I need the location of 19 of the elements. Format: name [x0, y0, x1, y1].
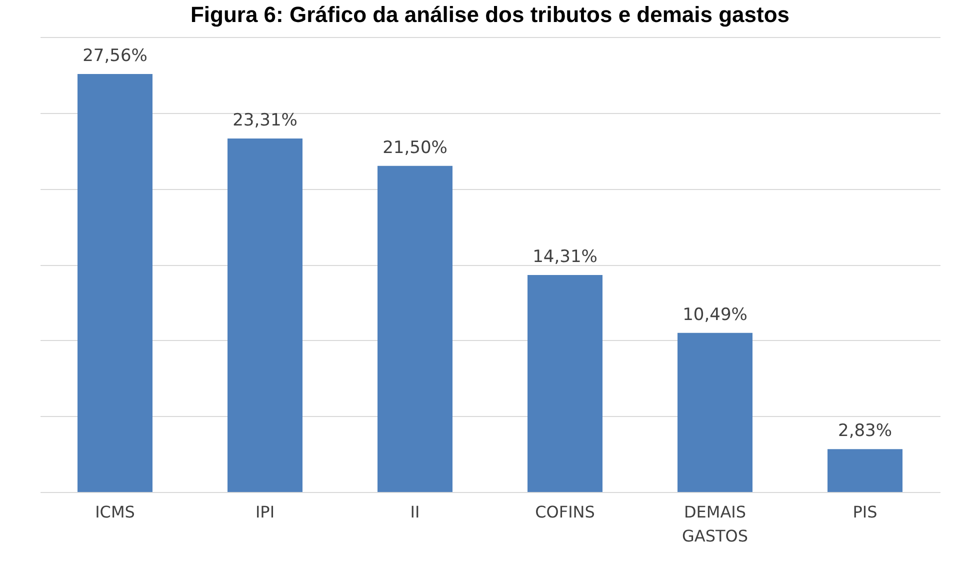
data-label: 2,83% — [838, 421, 892, 442]
x-tick-label: COFINS — [535, 502, 595, 522]
data-label: 10,49% — [682, 304, 748, 325]
bar — [828, 449, 902, 492]
x-tick-label: PIS — [852, 502, 878, 522]
bar — [228, 138, 302, 492]
data-label: 21,50% — [382, 138, 448, 158]
data-label: 23,31% — [232, 110, 298, 130]
bar — [78, 74, 152, 492]
x-tick-label: DEMAIS GASTOS — [682, 502, 748, 546]
x-tick-label: ICMS — [95, 502, 135, 522]
bar — [528, 274, 602, 492]
chart-title: Figura 6: Gráfico da análise dos tributos e demais gastos — [190, 2, 790, 27]
bar — [378, 166, 452, 492]
x-tick-label: II — [410, 502, 420, 522]
x-tick-label: IPI — [255, 502, 275, 522]
data-label: 14,31% — [532, 246, 598, 267]
bar — [678, 332, 752, 492]
data-label: 27,56% — [82, 46, 148, 66]
